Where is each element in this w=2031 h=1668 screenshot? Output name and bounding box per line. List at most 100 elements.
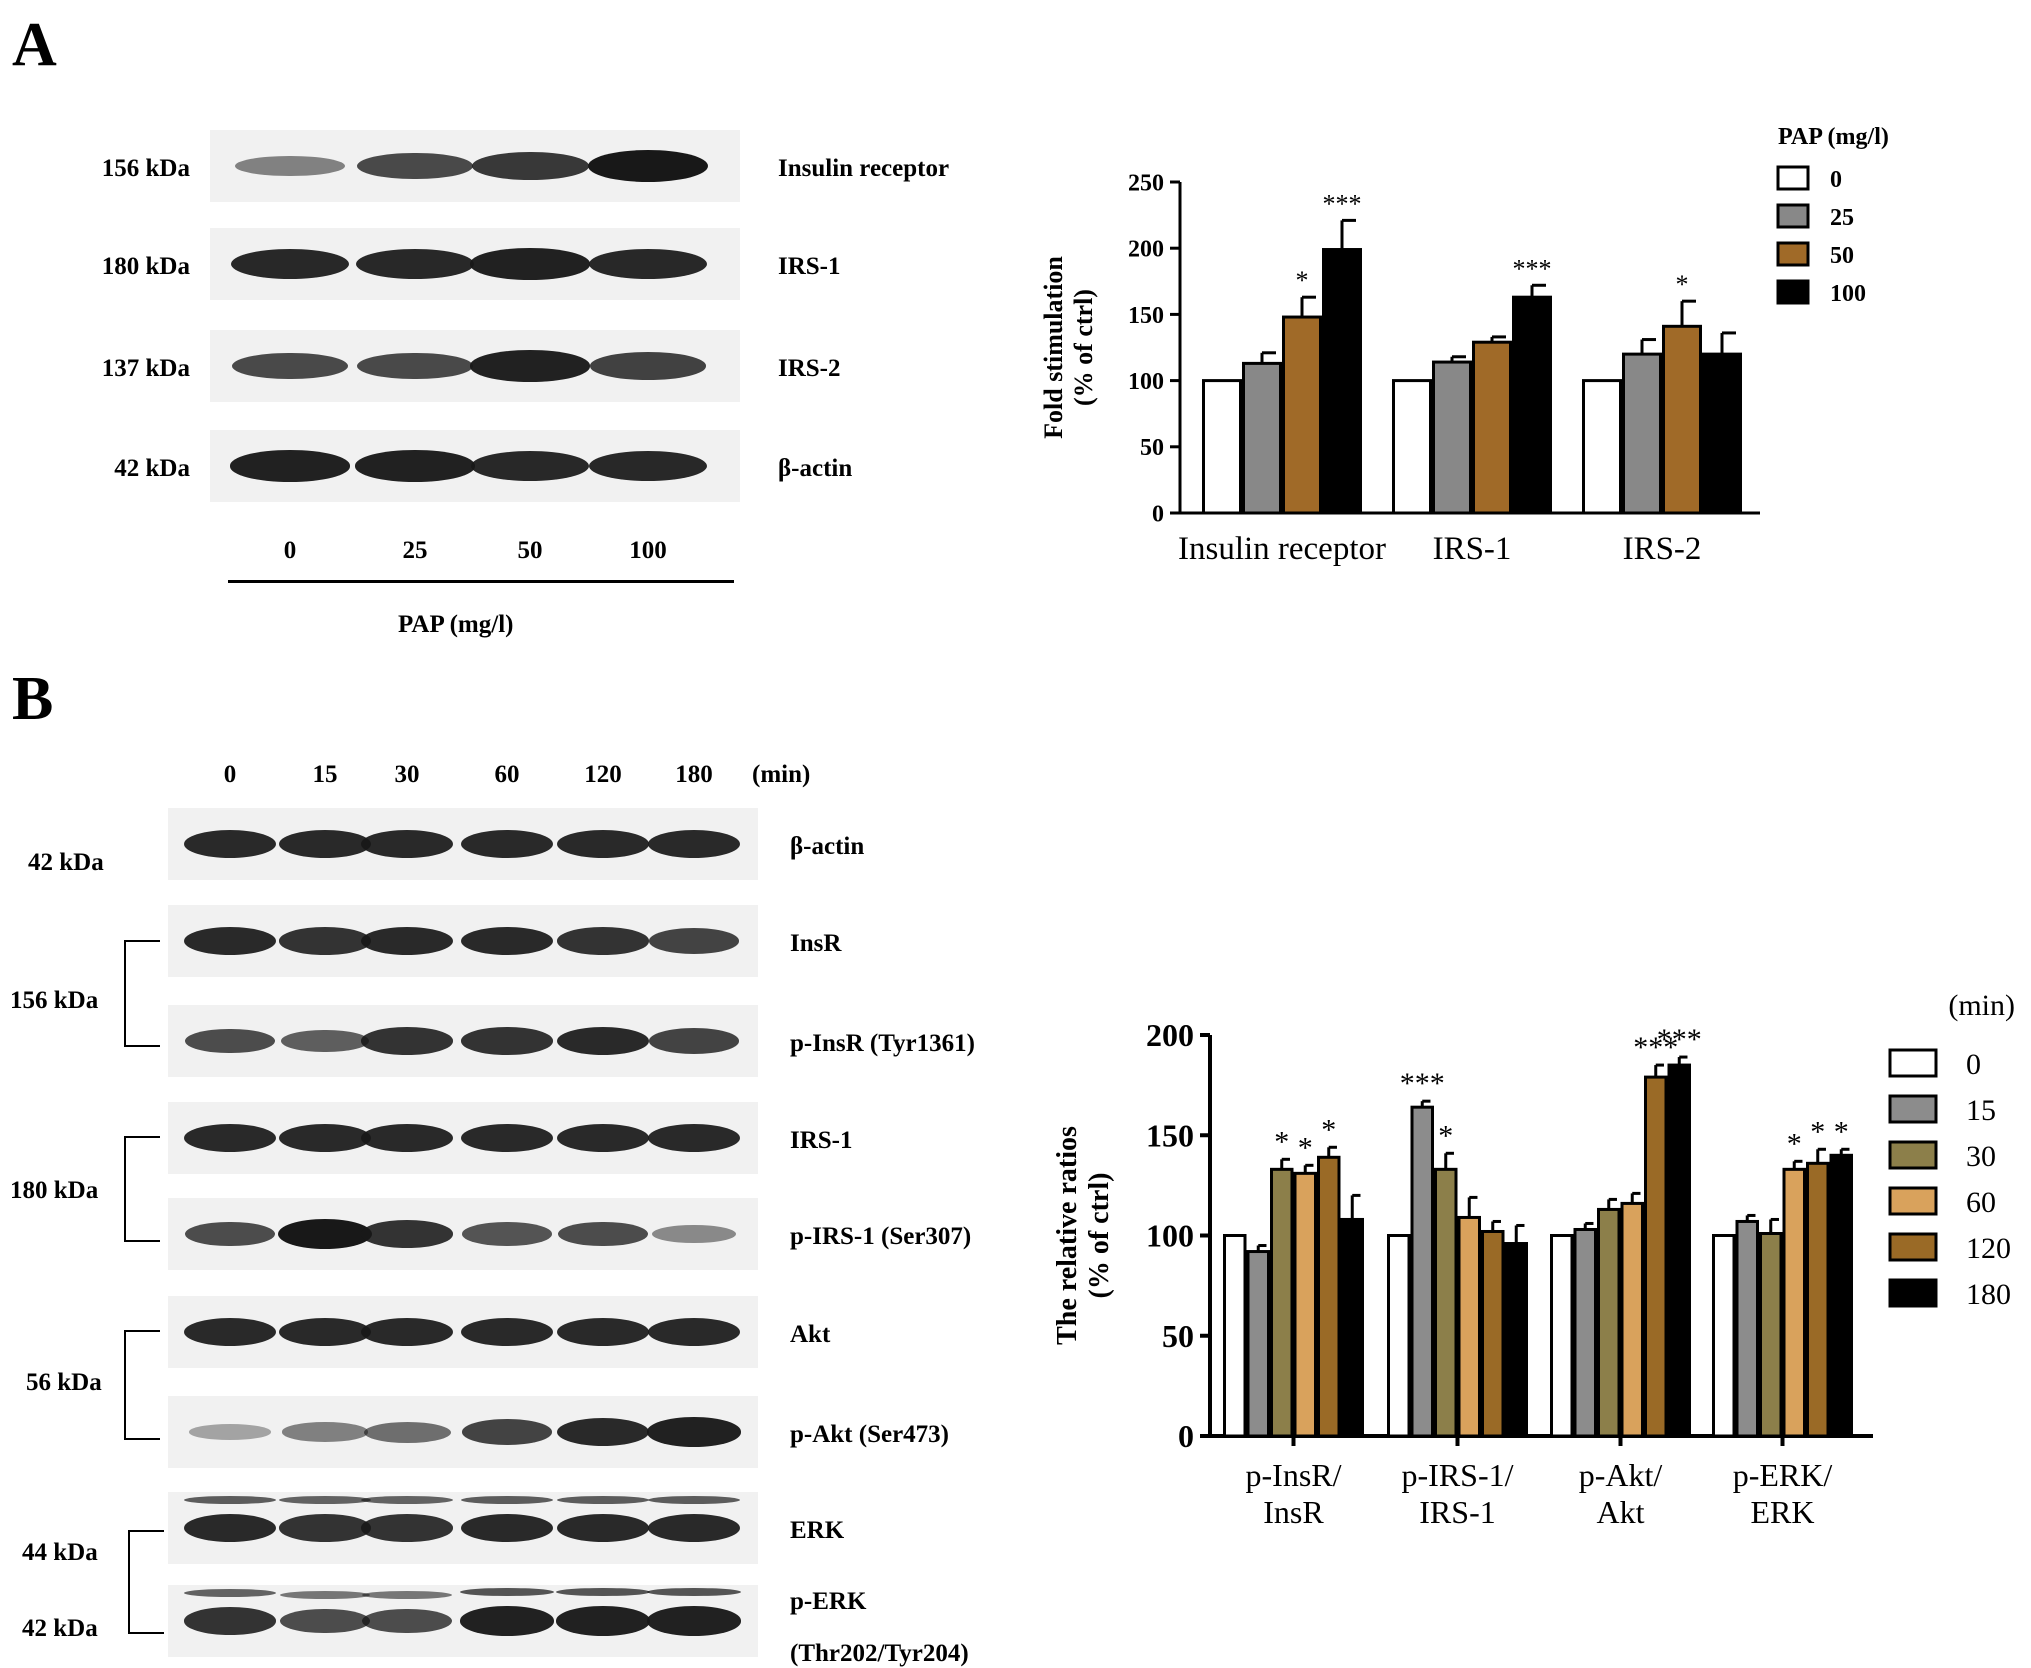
bar [1806,1161,1830,1438]
protein-band [460,829,554,859]
legend-label: 50 [1830,243,1854,269]
protein-band-upper [460,1588,554,1597]
protein-label: p-Akt (Ser473) [790,1421,950,1448]
lane-label: 120 [584,761,622,788]
bar [1410,1105,1434,1438]
bar [1472,340,1512,515]
kda-label: 42 kDa [22,1615,98,1642]
kda-bracket [124,1330,160,1440]
protein-band [184,1607,276,1635]
significance-label: *** [1657,1023,1702,1056]
y-axis-title: The relative ratios [1052,1126,1083,1345]
protein-band [232,352,348,380]
protein-band [357,352,473,380]
y-tick-label: 0 [1178,1418,1194,1454]
protein-band [361,1027,453,1055]
category-label: ERK [1751,1494,1815,1530]
protein-band [183,829,277,859]
protein-label: Insulin receptor [778,155,950,182]
legend-swatch [1888,1186,1938,1216]
kda-label: 56 kDa [26,1369,102,1396]
bar [1242,361,1282,515]
kda-label: 156 kDa [101,155,190,182]
protein-band [460,926,554,956]
legend-title: (min) [1948,989,2015,1022]
kda-label: 180 kDa [101,253,190,280]
y-axis-title: Fold stimulation [1039,256,1068,439]
protein-band-upper [183,1495,277,1504]
lane-label: 25 [402,537,428,564]
y-tick-label: 200 [1128,237,1164,263]
legend-swatch [1776,165,1810,191]
protein-band [280,1608,370,1634]
bar [1504,1242,1528,1438]
legend-swatch [1776,203,1810,229]
protein-band [556,1123,650,1153]
bar [1667,1063,1691,1438]
y-tick-label: 100 [1146,1218,1194,1254]
protein-band [360,1123,454,1153]
protein-band [362,1608,452,1634]
legend-label: 25 [1830,205,1854,231]
bar [1432,360,1472,515]
legend-swatch [1776,279,1810,305]
category-label: IRS-1 [1433,531,1512,567]
bar [1246,1250,1270,1438]
protein-band [648,928,740,954]
protein-band [282,1422,368,1442]
blot-strip [210,130,740,202]
protein-band [461,1027,553,1055]
protein-band [556,1417,650,1447]
lane-label: 60 [494,761,520,788]
panel-letter-a: A [12,11,57,79]
legend-swatch [1888,1232,1938,1262]
significance-label: *** [1513,254,1552,283]
protein-band [279,927,371,955]
protein-band [557,927,649,955]
protein-label: β-actin [790,833,865,860]
bar [1829,1153,1853,1438]
legend-label: 0 [1966,1048,1981,1081]
protein-band [363,1421,451,1443]
protein-band [357,152,473,180]
bar [1340,1217,1364,1438]
bar [1202,379,1242,515]
kda-label: 42 kDa [28,849,104,876]
protein-band [278,1219,372,1249]
protein-band-upper [460,1495,554,1504]
y-tick-label: 150 [1128,303,1164,329]
protein-band [278,1317,372,1347]
lane-label: 50 [517,537,543,564]
protein-band [185,1028,275,1054]
y-tick-label: 200 [1146,1017,1194,1053]
protein-band-upper [647,1495,741,1504]
significance-label: * [1296,266,1309,295]
protein-band-upper [279,1496,371,1505]
blot-strip [210,228,740,300]
protein-band [280,1029,370,1053]
protein-band [460,1317,554,1347]
legend-label: 30 [1966,1140,1996,1173]
protein-band [647,1606,741,1636]
legend-title: PAP (mg/l) [1778,124,1889,150]
category-label: p-IRS-1/ [1402,1457,1514,1493]
significance-label: * [1438,1119,1453,1152]
panel-letter-b: B [12,665,54,733]
significance-label: * [1810,1115,1825,1148]
legend-swatch [1888,1140,1938,1170]
pap-axis-title: PAP (mg/l) [398,611,514,638]
bar [1712,1234,1736,1438]
category-label: p-InsR/ [1246,1457,1342,1493]
protein-band [556,1606,650,1636]
bar [1481,1229,1505,1438]
protein-band [360,829,454,859]
protein-band [460,1123,554,1153]
legend-label: 15 [1966,1094,1996,1127]
protein-band [460,1513,554,1543]
lane-axis-rule [228,580,734,583]
blot-strip [168,1296,758,1368]
protein-band [647,1513,741,1543]
blot-strip [168,1585,758,1657]
protein-label: IRS-1 [778,253,841,280]
protein-label-line2: (Thr202/Tyr204) [790,1640,969,1667]
